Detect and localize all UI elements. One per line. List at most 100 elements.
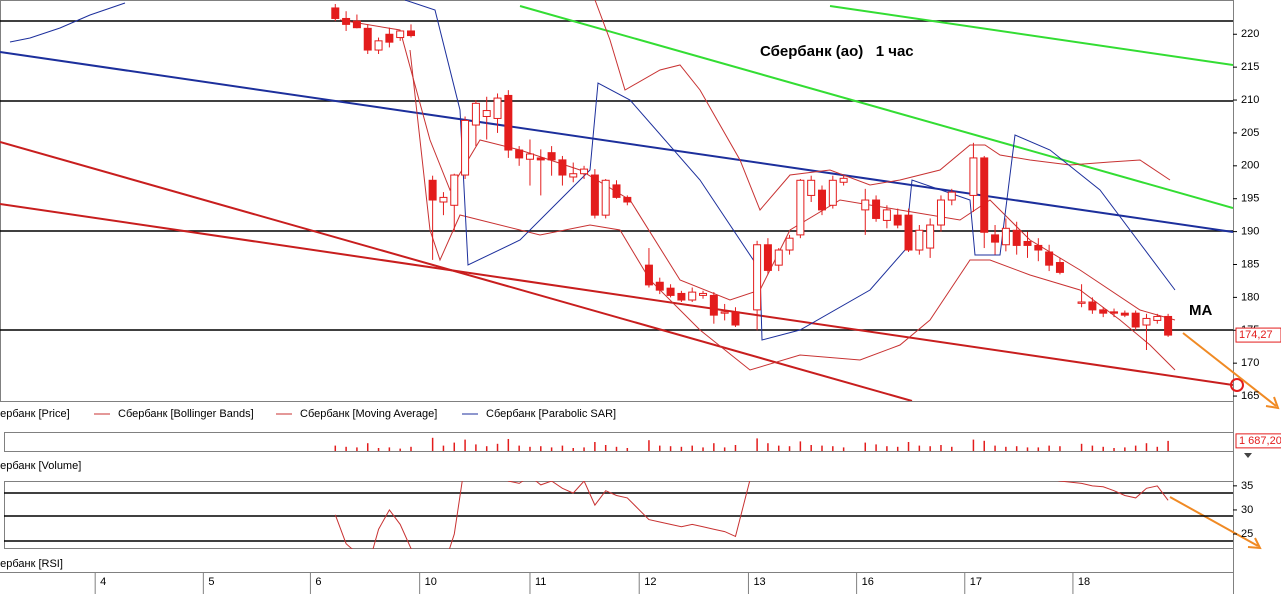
candle-body-up xyxy=(580,168,589,175)
x-tick-label: 11 xyxy=(535,576,546,588)
candle-body-down xyxy=(1012,229,1021,246)
volume-bar xyxy=(507,439,510,451)
volume-bar xyxy=(334,445,337,451)
candle-body-up xyxy=(688,291,697,301)
volume-bar xyxy=(799,441,802,451)
volume-bar xyxy=(972,439,975,451)
candle-body-up xyxy=(471,102,480,126)
x-tick-label: 18 xyxy=(1078,576,1090,588)
y-tick-label: 185 xyxy=(1241,258,1259,270)
volume-bar xyxy=(713,443,715,451)
candle-body-down xyxy=(504,94,513,151)
candle-body-up xyxy=(1142,317,1151,326)
forecast-arrow xyxy=(1169,496,1259,547)
x-tick-label: 16 xyxy=(862,576,874,588)
volume-bar xyxy=(540,446,542,451)
volume-bar xyxy=(842,447,845,451)
volume-bar xyxy=(702,447,704,451)
y-tick-label: 200 xyxy=(1241,160,1259,172)
candle-body-up xyxy=(969,157,978,196)
candle-body-up xyxy=(396,30,405,39)
volume-bar xyxy=(388,447,391,451)
candle-body-up xyxy=(861,199,870,211)
x-tick-label: 4 xyxy=(100,576,106,588)
candle-body-up xyxy=(601,179,610,216)
legend-label: Сбербанк [Volume] xyxy=(0,460,81,472)
volume-bar xyxy=(886,446,888,451)
candle-body-down xyxy=(536,157,545,161)
candle-body-up xyxy=(374,40,383,51)
last-price-box xyxy=(1235,327,1281,343)
volume-bar xyxy=(453,442,456,451)
candle-body-down xyxy=(1034,244,1043,251)
candle-body-down xyxy=(1023,240,1032,246)
y-tick-label: 25 xyxy=(1241,528,1253,540)
volume-bar xyxy=(1037,447,1040,451)
candle-body-down xyxy=(590,174,599,216)
bollinger-lower xyxy=(409,49,1176,371)
candle-body-up xyxy=(774,249,783,266)
candle-body-down xyxy=(980,157,989,233)
forecast-arrow xyxy=(1182,332,1277,407)
candle-body-down xyxy=(1055,262,1064,273)
y-tick-label: 165 xyxy=(1241,390,1259,402)
volume-bar xyxy=(907,442,910,451)
candle-body-down xyxy=(763,244,772,271)
candle-body-down xyxy=(558,159,567,176)
volume-bar xyxy=(983,440,985,451)
candle-body-up xyxy=(461,119,470,176)
volume-bar xyxy=(788,446,791,451)
candle-body-down xyxy=(612,184,621,198)
candle-body-down xyxy=(1120,312,1129,316)
y-tick-label: 210 xyxy=(1241,94,1259,106)
candle-body-up xyxy=(807,179,816,196)
candle-body-down xyxy=(677,292,686,301)
volume-bar xyxy=(561,445,564,451)
candle-body-up xyxy=(1153,315,1162,321)
volume-bar xyxy=(572,448,574,451)
candle-body-down xyxy=(342,17,351,25)
candle-body-down xyxy=(385,33,394,43)
y-tick-label: 215 xyxy=(1241,61,1259,73)
volume-bar xyxy=(475,444,477,451)
volume-bar xyxy=(1102,446,1104,451)
volume-bar xyxy=(669,446,672,451)
volume-bar xyxy=(864,442,867,451)
candle-body-down xyxy=(644,264,653,286)
volume-bar xyxy=(485,446,488,451)
candle-body-up xyxy=(1077,301,1086,304)
candle-body-up xyxy=(926,224,935,249)
volume-bar xyxy=(583,447,585,451)
candle-body-up xyxy=(450,174,459,206)
last-volume-label: 1 687,20 xyxy=(1239,435,1281,447)
volume-bar xyxy=(356,447,358,451)
candle-body-up xyxy=(785,237,794,251)
candle-body-down xyxy=(893,214,902,226)
volume-bar xyxy=(680,446,683,451)
candle-body-up xyxy=(828,179,837,206)
candle-body-down xyxy=(1045,251,1054,266)
bollinger-upper xyxy=(594,0,1171,211)
legend-label: Сбербанк [RSI] xyxy=(0,558,63,570)
volume-bar xyxy=(377,448,380,451)
y-tick-label: 170 xyxy=(1241,357,1259,369)
volume-bar xyxy=(896,446,899,451)
candle-body-up xyxy=(720,311,729,314)
volume-bar xyxy=(345,446,347,451)
volume-bar xyxy=(1124,447,1126,451)
x-tick-label: 12 xyxy=(644,576,656,588)
volume-bar xyxy=(1059,446,1061,451)
volume-bar xyxy=(1080,443,1083,451)
candle-body-down xyxy=(428,179,437,201)
panel-frames xyxy=(0,0,1234,594)
candle-body-down xyxy=(1131,312,1140,328)
last-price-label: 174,27 xyxy=(1239,329,1273,341)
x-tick-label: 13 xyxy=(753,576,765,588)
candle-body-down xyxy=(731,311,740,326)
volume-bar xyxy=(399,448,401,451)
volume-bar xyxy=(723,447,726,451)
candle-body-up xyxy=(796,179,805,236)
volume-bar xyxy=(659,445,661,451)
volume-bar xyxy=(1156,446,1159,451)
